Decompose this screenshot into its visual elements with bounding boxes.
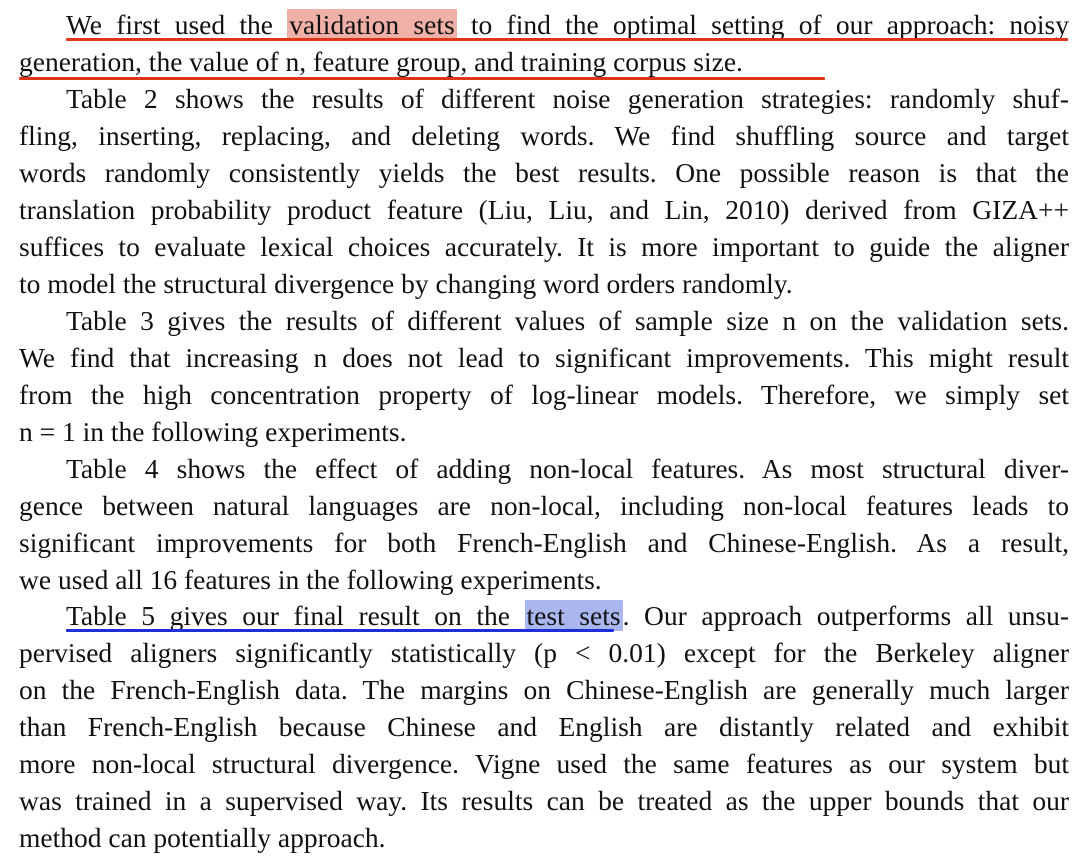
text-span: . Our approach outperforms all unsu- (622, 600, 1069, 631)
text-line: words randomly consistently yields the b… (19, 157, 1069, 188)
text-line: we used all 16 features in the following… (19, 564, 602, 595)
text-line: Table 5 gives our final result on the te… (66, 597, 1069, 634)
text-line: n = 1 in the following experiments. (19, 416, 407, 447)
text-span: We first used the (66, 9, 288, 40)
text-line: on the French-English data. The margins … (19, 674, 1069, 705)
blue-underline (66, 629, 614, 632)
red-underline (66, 38, 1068, 41)
text-line: gence between natural languages are non-… (19, 490, 1069, 521)
text-line: translation probability product feature … (19, 194, 1069, 225)
text-line: fling, inserting, replacing, and deletin… (19, 120, 1069, 151)
blue-highlight: test sets (524, 600, 623, 631)
text-line: more non-local structural divergence. Vi… (19, 748, 1069, 779)
text-span: Table 5 gives our final result on the (66, 600, 525, 631)
text-line: significant improvements for both French… (19, 527, 1069, 558)
text-line: We find that increasing n does not lead … (19, 342, 1069, 373)
text-line: than French-English because Chinese and … (19, 711, 1069, 742)
text-line: Table 4 shows the effect of adding non-l… (66, 453, 1069, 484)
text-span: to find the optimal setting of our appro… (456, 9, 1069, 40)
red-underline (19, 77, 825, 80)
text-line: generation, the value of n, feature grou… (19, 46, 743, 77)
text-line: Table 3 gives the results of different v… (66, 305, 1069, 336)
text-line: was trained in a supervised way. Its res… (19, 785, 1069, 816)
text-line: from the high concentration property of … (19, 379, 1069, 410)
text-line: pervised aligners significantly statisti… (19, 637, 1069, 668)
text-line: suffices to evaluate lexical choices acc… (19, 231, 1069, 262)
text-line: Table 2 shows the results of different n… (66, 83, 1069, 114)
red-highlight: validation sets (287, 9, 457, 40)
text-line: to model the structural divergence by ch… (19, 268, 793, 299)
text-line: method can potentially approach. (19, 822, 386, 853)
text-line: We first used the validation sets to fin… (66, 6, 1069, 43)
